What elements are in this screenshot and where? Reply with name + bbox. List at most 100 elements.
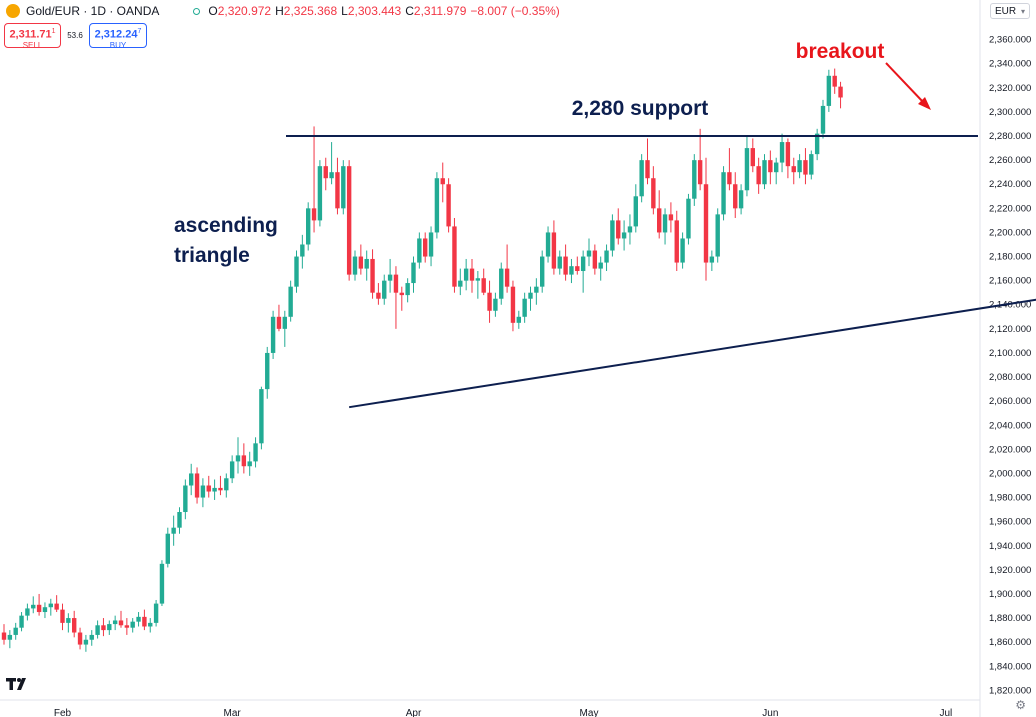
- symbol-title[interactable]: Gold/EUR · 1D · OANDA: [26, 4, 160, 18]
- candle-body: [481, 278, 486, 293]
- candle-body: [387, 274, 393, 281]
- candle-body: [809, 154, 814, 175]
- y-tick-label: 2,020.000: [989, 444, 1031, 455]
- candle-body: [428, 232, 434, 257]
- candle-body: [206, 485, 211, 492]
- candle-body: [36, 604, 42, 613]
- candle-body: [270, 316, 276, 353]
- candle-body: [317, 166, 323, 221]
- breakout-arrow: [885, 62, 931, 110]
- chevron-down-icon: ▾: [1020, 7, 1025, 16]
- market-status-icon: [193, 7, 201, 15]
- candle-body: [627, 226, 633, 233]
- candle-body: [77, 632, 83, 645]
- candle-body: [463, 268, 469, 281]
- candle-body: [703, 184, 709, 263]
- candle-body: [136, 616, 141, 622]
- candle-body: [733, 184, 738, 209]
- candle-body: [540, 256, 545, 287]
- candle-body: [528, 292, 533, 299]
- candle-body: [311, 208, 317, 221]
- y-tick-label: 2,040.000: [989, 420, 1031, 431]
- candle-body: [364, 258, 369, 269]
- candle-body: [393, 274, 399, 293]
- candle-body: [189, 473, 194, 486]
- candle-body: [423, 238, 428, 257]
- candle-body: [715, 214, 720, 257]
- y-tick-label: 2,280.000: [989, 131, 1031, 142]
- candle-body: [19, 615, 24, 628]
- buy-button[interactable]: 2,312.247 BUY: [89, 23, 147, 50]
- gear-icon[interactable]: ⚙: [1015, 698, 1026, 712]
- candle-body: [60, 609, 65, 623]
- candle-body: [7, 634, 13, 640]
- currency-value: EUR: [995, 6, 1017, 17]
- candle-body: [569, 266, 574, 275]
- candle-body: [229, 461, 235, 479]
- candle-body: [475, 278, 481, 281]
- candle-body: [522, 298, 527, 317]
- spread-value: 53.6: [67, 31, 83, 40]
- y-tick-label: 2,260.000: [989, 155, 1031, 166]
- x-tick-label: Apr: [406, 708, 422, 717]
- support-annotation: 2,280 support: [572, 97, 709, 120]
- y-tick-label: 1,860.000: [989, 637, 1031, 648]
- candle-body: [598, 262, 603, 269]
- candle-body: [434, 178, 440, 233]
- time-axis[interactable]: FebMarAprMayJunJulAugSep: [0, 699, 1036, 717]
- candle-body: [370, 258, 375, 293]
- candle-body: [276, 316, 282, 329]
- high-label: H: [275, 4, 284, 18]
- candle-body: [580, 256, 586, 272]
- candle-body: [95, 625, 100, 635]
- candle-body: [604, 250, 609, 263]
- candle-body: [177, 512, 182, 528]
- candle-body: [382, 280, 387, 299]
- candle-body: [452, 226, 457, 287]
- candle-body: [686, 198, 691, 239]
- candle-body: [112, 620, 118, 625]
- candle-body: [545, 232, 551, 257]
- candle-body: [738, 190, 744, 209]
- candle-body: [534, 286, 539, 293]
- candle-body: [212, 487, 217, 492]
- change-value: −8.007 (−0.35%): [470, 4, 560, 18]
- price-axis[interactable]: 1,820.000 1,840.000 1,860.000 1,880.000 1,90…: [979, 0, 1031, 717]
- open-value: 2,320.972: [217, 4, 272, 18]
- candle-body: [820, 105, 826, 134]
- pattern-annotation-line2: triangle: [174, 244, 250, 267]
- candle-body: [306, 208, 311, 245]
- candle-body: [265, 352, 270, 390]
- x-tick-label: Jun: [762, 708, 778, 717]
- candle-body: [142, 616, 147, 627]
- candle-body: [171, 527, 176, 534]
- candle-body: [680, 238, 685, 263]
- currency-select[interactable]: EUR ▾: [990, 3, 1030, 19]
- y-tick-label: 2,060.000: [989, 396, 1031, 407]
- candle-body: [300, 244, 305, 257]
- y-tick-label: 2,160.000: [989, 276, 1031, 287]
- candle-body: [592, 250, 598, 269]
- pattern-annotation-line1: ascending: [174, 214, 278, 237]
- sell-label: SELL: [22, 41, 43, 51]
- candle-body: [586, 250, 592, 257]
- y-tick-label: 1,960.000: [989, 517, 1031, 528]
- candle-body: [674, 220, 679, 263]
- candle-body: [329, 172, 334, 179]
- candle-body: [66, 618, 71, 623]
- sell-button[interactable]: 2,311.711 SELL: [4, 23, 61, 51]
- candle-body: [616, 220, 621, 239]
- candle-body: [183, 485, 188, 513]
- buy-price-sup: 7: [137, 28, 142, 35]
- y-tick-label: 2,000.000: [989, 468, 1031, 479]
- candle-body: [153, 603, 159, 623]
- candle-body: [288, 286, 293, 317]
- y-tick-label: 2,220.000: [989, 203, 1031, 214]
- candles-layer: [1, 68, 843, 652]
- candle-body: [101, 625, 106, 631]
- tradingview-logo-icon: [6, 678, 26, 690]
- y-tick-label: 1,980.000: [989, 493, 1031, 504]
- candle-body: [107, 624, 112, 631]
- candle-body: [499, 268, 504, 299]
